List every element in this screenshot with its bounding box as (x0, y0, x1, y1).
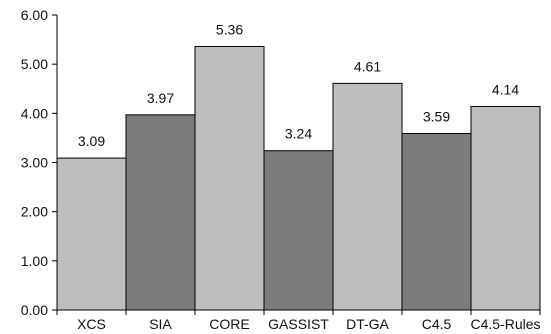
y-tick-label: 5.00 (21, 56, 48, 72)
y-tick-label: 0.00 (21, 302, 48, 318)
data-label: 3.24 (285, 126, 312, 142)
bars-layer (56, 45, 541, 311)
x-tick-label: XCS (77, 316, 106, 332)
x-tick-label: GASSIST (268, 316, 329, 332)
bar-c4-5-rules (470, 105, 541, 311)
y-tick-label: 2.00 (21, 204, 48, 220)
bar-c4-5 (401, 132, 472, 311)
x-tick-label: C4.5-Rules (470, 316, 540, 332)
bar-dt-ga (332, 82, 403, 311)
x-tick-label: CORE (209, 316, 249, 332)
x-tick-label: SIA (149, 316, 172, 332)
bar-xcs (56, 157, 127, 311)
data-label: 3.97 (147, 90, 174, 106)
y-tick-label: 3.00 (21, 155, 48, 171)
data-label: 5.36 (216, 21, 243, 37)
y-tick-label: 4.00 (21, 105, 48, 121)
data-label: 3.09 (78, 133, 105, 149)
y-tick-label: 6.00 (21, 7, 48, 23)
data-label: 3.59 (423, 108, 450, 124)
data-labels-layer: 3.09 3.97 5.36 3.24 4.61 3.59 4.14 (78, 21, 519, 149)
data-label: 4.14 (492, 81, 519, 97)
bar-gassist (263, 150, 334, 311)
bar-core (194, 45, 265, 311)
x-tick-label: C4.5 (422, 316, 452, 332)
axes-layer: XCS SIA CORE GASSIST DT-GA C4.5 C4.5-Rules 0.00… (21, 7, 541, 332)
data-label: 4.61 (354, 58, 381, 74)
y-tick-label: 1.00 (21, 253, 48, 269)
bar-sia (125, 114, 196, 311)
x-tick-label: DT-GA (346, 316, 389, 332)
